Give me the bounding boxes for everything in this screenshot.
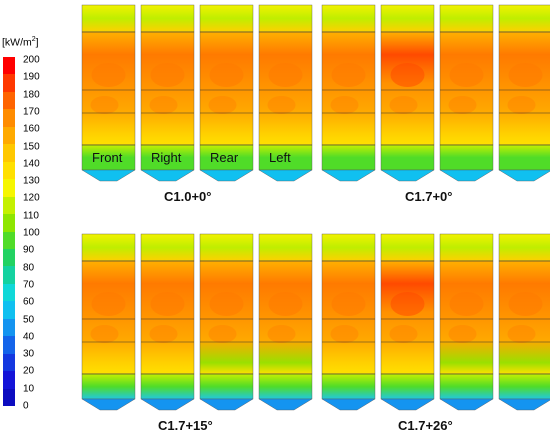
colorbar-segment [3,57,15,75]
wall-label: Rear [210,150,239,165]
colorbar-segment [3,283,15,302]
panel-caption-2: C1.7+0° [405,189,453,204]
colorbar-segment [3,109,15,128]
colorbar-segment [3,318,15,337]
colorbar-tick-label: 160 [23,123,40,135]
wall-contour [380,233,435,411]
wall-contour [199,4,254,182]
wall-contour [81,233,136,411]
colorbar-segment [3,301,15,320]
colorbar-segment [3,126,15,145]
colorbar-tick-label: 180 [23,89,40,101]
colorbar [3,57,15,407]
wall-contour [498,4,550,182]
wall-contour [321,4,376,182]
colorbar-tick-label: 40 [23,331,35,343]
colorbar-segment [3,248,15,267]
wall-contour [380,4,435,182]
colorbar-segment [3,231,15,250]
wall-contour [140,233,195,411]
colorbar-tick-label: 50 [23,314,35,325]
colorbar-tick-label: 190 [23,71,40,83]
colorbar-segment [3,371,15,390]
panel-caption-4: C1.7+26° [398,418,453,433]
colorbar-segment [3,266,15,285]
colorbar-tick-label: 150 [23,141,40,152]
colorbar-tick-label: 20 [23,365,35,377]
colorbar-segment [3,196,15,215]
colorbar-segment [3,353,15,372]
legend-title: [kW/m2] [2,36,39,49]
colorbar-segment [3,144,15,163]
wall-contour [439,4,494,182]
colorbar-tick-label: 60 [23,296,35,308]
colorbar-segment [3,214,15,232]
colorbar-tick-label: 30 [23,348,35,360]
wall-label: Left [269,150,291,165]
colorbar-tick-label: 100 [23,227,40,239]
wall-contour [81,4,136,182]
colorbar-segment [3,179,15,198]
wall-label: Front [92,150,123,165]
wall-contour [498,233,550,411]
colorbar-segment [3,91,15,110]
colorbar-tick-label: 110 [23,210,39,222]
wall-contour [199,233,254,411]
wall-contour [439,233,494,411]
wall-contour [258,4,313,182]
colorbar-tick-label: 130 [23,175,40,187]
colorbar-tick-label: 200 [23,54,40,66]
colorbar-segment [3,74,15,93]
colorbar-tick-label: 170 [23,106,40,118]
colorbar-segment [3,388,15,407]
colorbar-segment [3,336,15,355]
wall-contour [258,233,313,411]
colorbar-tick-label: 70 [23,279,35,291]
wall-contour [140,4,195,182]
wall-label: Right [151,150,182,165]
colorbar-tick-label: 10 [23,383,35,395]
colorbar-tick-label: 90 [23,244,35,256]
colorbar-segment [3,161,15,180]
colorbar-tick-label: 80 [23,262,35,274]
wall-contour [321,233,376,411]
colorbar-tick-label: 120 [23,192,40,204]
colorbar-tick-label: 140 [23,158,40,170]
panel-caption-1: C1.0+0° [164,189,212,204]
panel-caption-3: C1.7+15° [158,418,213,433]
colorbar-tick-label: 0 [23,400,29,412]
